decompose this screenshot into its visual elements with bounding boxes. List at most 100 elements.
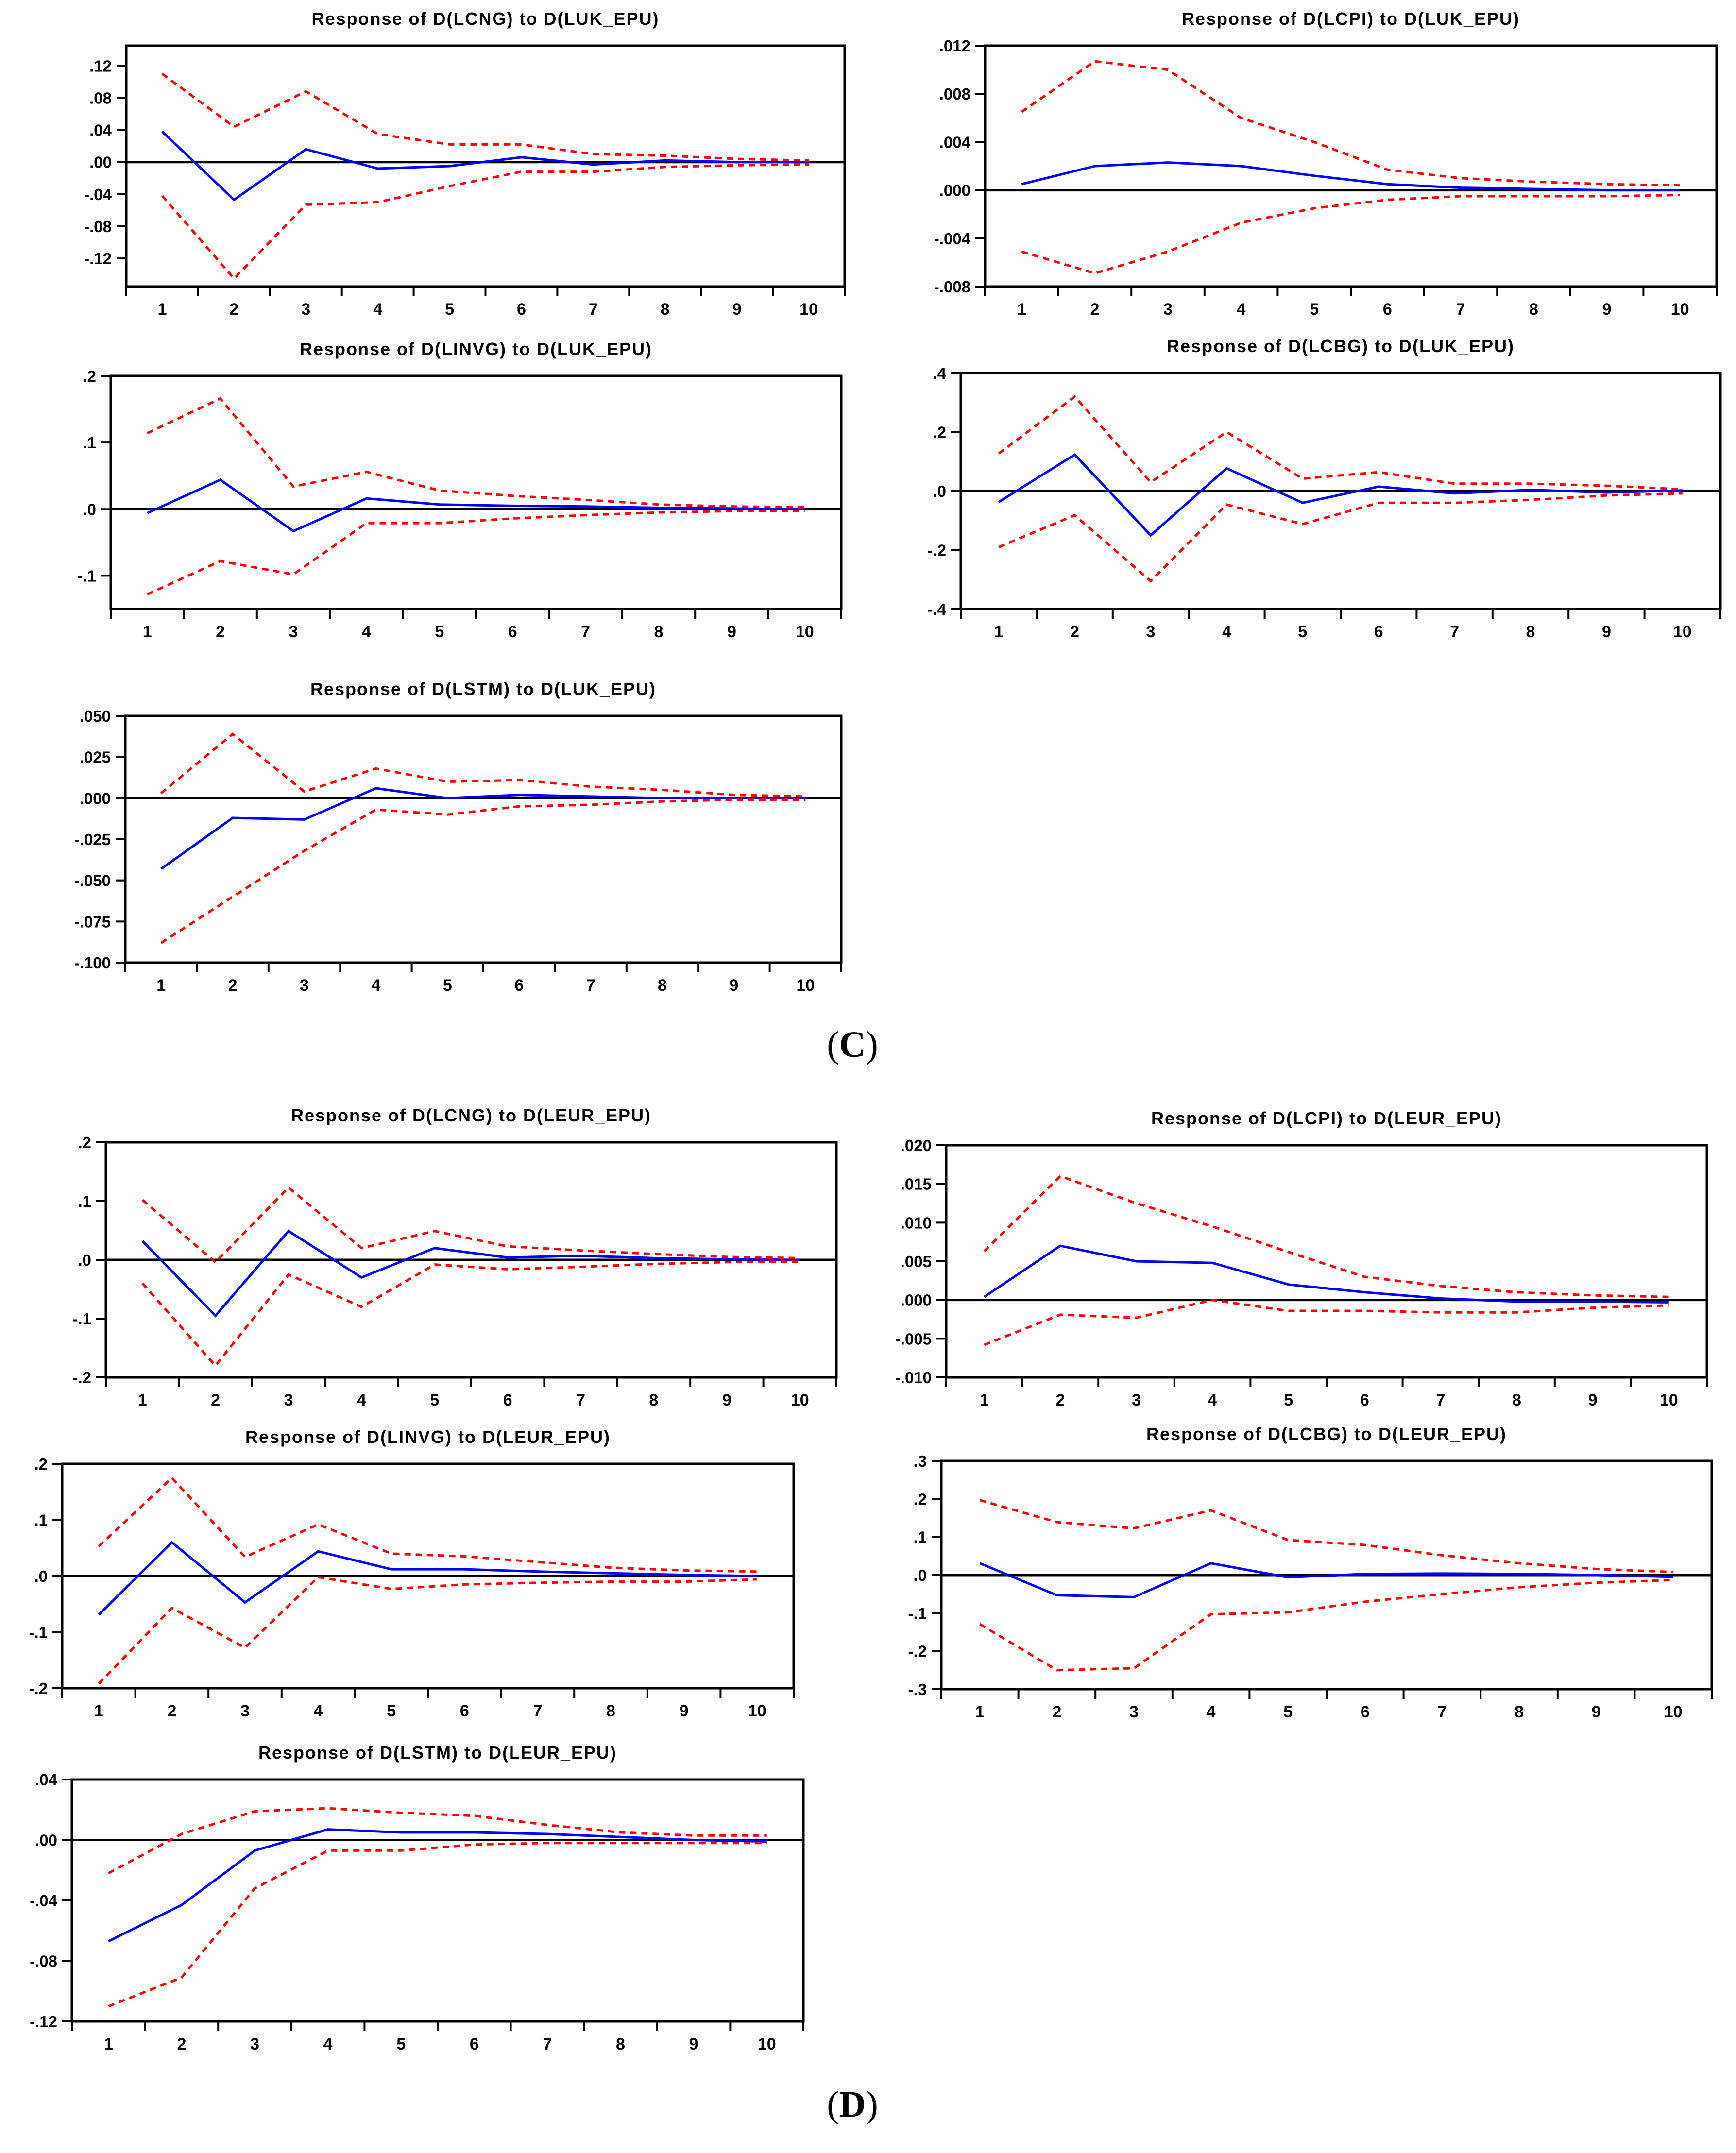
irf-chart-dlstm-dleur-epu: Response of D(LSTM) to D(LEUR_EPU) .04.0… <box>14 1738 811 2054</box>
y-tick-label: -.2 <box>29 1679 48 1697</box>
upper-2se-line <box>979 1499 1673 1574</box>
y-tick-label: .2 <box>913 1490 927 1508</box>
y-tick-label: .00 <box>35 1831 57 1849</box>
x-tick-label: 10 <box>1673 623 1692 641</box>
plot-border <box>70 1778 805 2023</box>
upper-2se-line <box>108 1807 767 1875</box>
x-tick-label: 1 <box>138 1391 147 1409</box>
x-tick-label: 4 <box>323 2035 333 2053</box>
y-tick-label: .2 <box>34 1455 48 1473</box>
irf-chart-dlinvg-dleur-epu: Response of D(LINVG) to D(LEUR_EPU) .2 .1… <box>14 1422 801 1721</box>
chart-canvas: .012 .008 .004 .000 -.004 -.008 1 2 3 4 5 6 7 8 9 10 <box>934 37 1718 319</box>
y-tick-label: .2 <box>78 1134 91 1152</box>
chart-plot-area: .2 .1 .0 -.1 -.2 1 2 3 4 5 6 7 8 9 10 <box>57 1134 844 1410</box>
chart-plot-area: .3 .2 .1 .0 -.1 -.2 -.3 1 2 3 4 5 6 7 8 9 10 <box>893 1452 1719 1722</box>
panel-label-c: (C) <box>0 1024 1705 1066</box>
chart-title: Response of D(LCNG) to D(LUK_EPU) <box>311 9 660 29</box>
panel-label-letter: D <box>839 2084 866 2125</box>
x-tick-label: 7 <box>1456 300 1465 319</box>
x-tick-label: 10 <box>1671 300 1689 319</box>
x-tick-label: 2 <box>177 2035 186 2053</box>
upper-2se-line <box>998 395 1683 491</box>
x-tick-label: 3 <box>1129 1703 1139 1721</box>
y-tick-label: -.008 <box>934 278 970 296</box>
chart-canvas: .4 .2 .0 -.2 -.4 1 2 3 4 5 6 7 8 9 10 <box>927 364 1722 641</box>
chart-plot-area: .050 .025 .000 -.025 -.050 -.075 -.100 1 2 3 4 5 6 7 8… <box>57 707 849 996</box>
y-tick-label: -.12 <box>84 250 112 268</box>
response-line <box>160 787 806 870</box>
lower-2se-line <box>998 492 1683 583</box>
x-tick-label: 1 <box>980 1391 989 1409</box>
x-tick-label: 5 <box>387 1702 396 1720</box>
y-tick-label: -.12 <box>30 2013 57 2031</box>
x-tick-label: 9 <box>1602 300 1612 319</box>
x-tick-label: 4 <box>1222 623 1231 641</box>
x-tick-label: 5 <box>445 300 454 319</box>
y-tick-label: -.2 <box>72 1369 91 1387</box>
x-tick-label: 1 <box>94 1702 103 1720</box>
x-tick-label: 6 <box>503 1391 512 1409</box>
x-tick-label: 8 <box>1529 300 1538 319</box>
x-tick-label: 10 <box>758 2035 776 2053</box>
x-tick-label: 2 <box>167 1702 176 1720</box>
y-tick-label: -.025 <box>74 831 111 848</box>
panel-label-close-paren: ) <box>866 1024 878 1065</box>
y-tick-label: .4 <box>933 364 946 382</box>
y-tick-label: -.04 <box>30 1892 58 1910</box>
x-tick-label: 7 <box>543 2035 552 2053</box>
x-tick-label: 9 <box>1602 623 1611 641</box>
x-tick-label: 3 <box>250 2035 259 2053</box>
x-tick-label: 9 <box>729 976 738 995</box>
x-tick-label: 6 <box>460 1702 469 1720</box>
irf-chart-dlcbg-dleur-epu: Response of D(LCBG) to D(LEUR_EPU) .3 .2.… <box>893 1419 1719 1722</box>
y-tick-label: -.3 <box>908 1680 927 1698</box>
x-tick-label: 7 <box>1437 1703 1447 1721</box>
x-tick-label: 1 <box>143 623 152 641</box>
y-tick-label: .12 <box>89 57 112 75</box>
y-tick-label: .050 <box>80 707 111 725</box>
chart-plot-area: .04 .00 -.04 -.08 -.12 1 2 3 4 5 6 7 8 9 10 <box>14 1771 811 2054</box>
irf-chart-dlinvg-dluk-epu: Response of D(LINVG) to D(LUK_EPU) .2 .1.… <box>62 334 849 642</box>
y-tick-label: -.075 <box>74 913 111 931</box>
chart-canvas: .04 .00 -.04 -.08 -.12 1 2 3 4 5 6 7 8 9 10 <box>30 1771 805 2053</box>
x-tick-label: 3 <box>240 1702 250 1720</box>
x-tick-label: 5 <box>430 1391 439 1409</box>
x-tick-label: 2 <box>211 1391 220 1409</box>
x-tick-label: 10 <box>796 623 814 641</box>
y-tick-label: -.050 <box>74 872 111 890</box>
x-tick-label: 7 <box>1450 623 1459 641</box>
lower-2se-line <box>108 1842 767 2008</box>
x-tick-label: 4 <box>1208 1391 1217 1409</box>
upper-2se-line <box>147 397 805 509</box>
x-tick-label: 6 <box>508 623 517 641</box>
x-tick-label: 8 <box>606 1702 615 1720</box>
y-tick-label: .010 <box>901 1214 932 1232</box>
x-tick-label: 3 <box>1132 1391 1141 1409</box>
plot-border <box>945 1144 1708 1379</box>
y-tick-label: .005 <box>901 1253 932 1271</box>
x-tick-label: 3 <box>301 300 310 319</box>
x-tick-label: 1 <box>157 300 167 319</box>
y-tick-label: -.1 <box>29 1624 48 1642</box>
y-tick-label: .025 <box>80 748 111 766</box>
y-tick-label: .2 <box>933 424 946 441</box>
upper-2se-line <box>1021 60 1680 187</box>
y-tick-label: .0 <box>913 1566 927 1584</box>
y-tick-label: .020 <box>901 1136 932 1154</box>
x-tick-label: 10 <box>791 1391 809 1409</box>
x-tick-label: 8 <box>616 2035 625 2053</box>
y-tick-label: .000 <box>901 1291 932 1309</box>
x-tick-label: 6 <box>517 300 526 319</box>
x-tick-label: 9 <box>722 1391 732 1409</box>
y-tick-label: -.08 <box>30 1952 57 1970</box>
response-line <box>979 1562 1673 1598</box>
chart-canvas: .2 .1 .0 -.1 -.2 1 2 3 4 5 6 7 8 9 10 <box>72 1134 838 1409</box>
y-tick-label: -.04 <box>84 186 112 203</box>
chart-title: Response of D(LCPI) to D(LEUR_EPU) <box>1151 1108 1502 1128</box>
x-tick-label: 2 <box>1070 623 1079 641</box>
x-tick-label: 6 <box>1374 623 1383 641</box>
x-tick-label: 3 <box>300 976 309 995</box>
x-tick-label: 4 <box>373 300 382 319</box>
x-tick-label: 10 <box>748 1702 766 1720</box>
y-tick-label: .000 <box>80 789 111 807</box>
